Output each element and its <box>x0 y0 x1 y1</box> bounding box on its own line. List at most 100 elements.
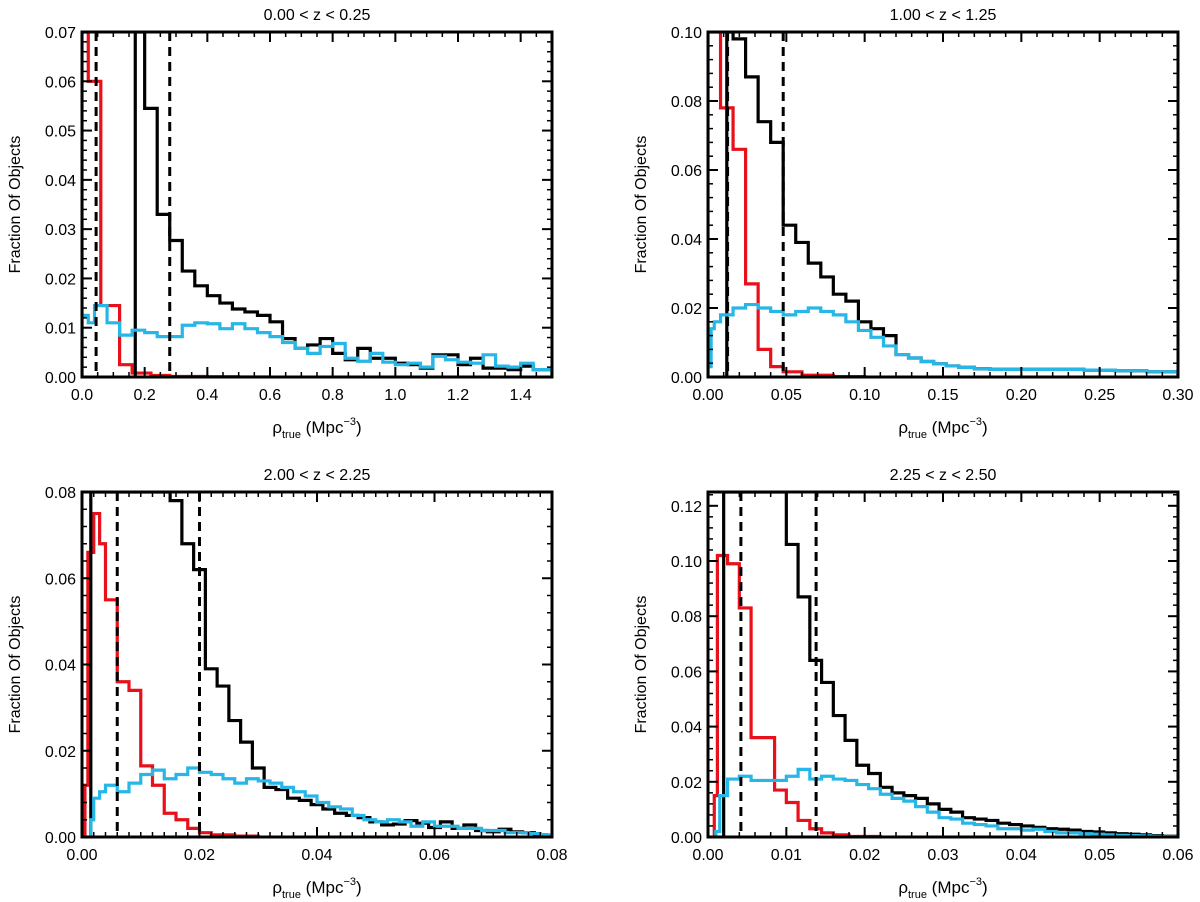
x-label-unit-close: ) <box>356 878 362 897</box>
panel-4: 0.00 0.01 0.02 0.03 0.04 0.05 0.06 0.00 0.02 0.04… <box>633 467 1194 901</box>
y-tick-label: 0.12 <box>671 499 702 516</box>
major-ticks <box>81 31 552 378</box>
x-label-subscript: true <box>908 889 927 901</box>
x-tick-label: 0.15 <box>927 387 958 404</box>
y-tick-label: 0.00 <box>45 370 76 387</box>
y-tick-label: 0.10 <box>671 25 702 42</box>
x-label-unit: (Mpc <box>301 878 344 897</box>
x-tick-label: 0.10 <box>849 387 880 404</box>
x-label-exponent: −3 <box>343 416 356 428</box>
x-label-exponent: −3 <box>969 416 982 428</box>
x-label-symbol: ρ <box>898 878 908 897</box>
x-tick-label: 1.2 <box>447 387 469 404</box>
y-tick-label: 0.06 <box>671 163 702 180</box>
x-axis-label: ρtrue (Mpc−3) <box>272 876 361 901</box>
histogram-red <box>83 511 260 837</box>
histogram-blue <box>82 303 552 377</box>
y-tick-label: 0.06 <box>45 74 76 91</box>
x-label-symbol: ρ <box>272 878 282 897</box>
x-tick-label: 0.00 <box>66 847 97 864</box>
panel-title: 2.00 < z < 2.25 <box>264 467 371 484</box>
y-tick-label: 0.01 <box>45 321 76 338</box>
y-tick-label: 0.02 <box>45 271 76 288</box>
y-tick-label: 0.00 <box>45 830 76 847</box>
histogram-blue <box>708 302 1178 377</box>
y-axis-label: Fraction Of Objects <box>7 596 24 734</box>
x-tick-label: 0.01 <box>771 847 802 864</box>
x-tick-label: 0.2 <box>134 387 156 404</box>
y-tick-label: 0.04 <box>671 720 702 737</box>
x-label-exponent: −3 <box>969 876 982 888</box>
x-label-subscript: true <box>282 429 301 441</box>
y-tick-label: 0.00 <box>671 830 702 847</box>
x-tick-label: 0.25 <box>1084 387 1115 404</box>
x-label-subscript: true <box>908 429 927 441</box>
x-label-exponent: −3 <box>343 876 356 888</box>
x-label-subscript: true <box>282 889 301 901</box>
y-tick-label: 0.10 <box>671 554 702 571</box>
y-tick-label: 0.00 <box>671 370 702 387</box>
y-tick-label: 0.02 <box>45 744 76 761</box>
x-tick-label: 0.05 <box>771 387 802 404</box>
y-tick-label: 0.04 <box>671 232 702 249</box>
x-tick-label: 0.02 <box>184 847 215 864</box>
x-tick-label: 0.20 <box>1006 387 1037 404</box>
major-ticks <box>81 491 553 838</box>
y-tick-label: 0.06 <box>671 664 702 681</box>
panel-1: 0.0 0.2 0.4 0.6 0.8 1.0 1.2 1.4 0.00 0.01 0.02 0.03… <box>7 7 554 441</box>
x-axis-label: ρtrue (Mpc−3) <box>898 876 987 901</box>
x-label-unit-close: ) <box>356 418 362 437</box>
y-axis-label: Fraction Of Objects <box>633 136 650 274</box>
x-label-unit: (Mpc <box>927 878 970 897</box>
y-tick-label: 0.05 <box>45 124 76 141</box>
x-tick-label: 0.04 <box>301 847 332 864</box>
x-axis-label: ρtrue (Mpc−3) <box>272 416 361 441</box>
y-tick-label: 0.08 <box>671 94 702 111</box>
x-tick-label: 1.0 <box>384 387 406 404</box>
histogram-blue <box>714 767 1178 837</box>
x-label-unit-close: ) <box>982 878 988 897</box>
histogram-red <box>708 32 867 377</box>
y-axis-label: Fraction Of Objects <box>633 596 650 734</box>
x-tick-label: 0.6 <box>259 387 281 404</box>
major-ticks <box>707 31 1179 378</box>
histogram-black <box>133 32 552 377</box>
panel-2: 0.00 0.05 0.10 0.15 0.20 0.25 0.30 0.00 0.02 0.04… <box>633 7 1194 441</box>
x-tick-label: 0.30 <box>1162 387 1193 404</box>
plot-area <box>708 32 1178 377</box>
panel-title: 1.00 < z < 1.25 <box>890 7 997 24</box>
x-tick-label: 0.04 <box>1006 847 1037 864</box>
y-tick-label: 0.04 <box>45 658 76 675</box>
x-tick-label: 0.0 <box>71 387 93 404</box>
panel-title: 0.00 < z < 0.25 <box>264 7 371 24</box>
x-tick-label: 0.00 <box>692 847 723 864</box>
y-tick-label: 0.02 <box>671 301 702 318</box>
x-label-symbol: ρ <box>272 418 282 437</box>
x-tick-label: 0.8 <box>322 387 344 404</box>
y-tick-label: 0.08 <box>45 485 76 502</box>
x-tick-label: 0.05 <box>1084 847 1115 864</box>
x-tick-label: 0.06 <box>419 847 450 864</box>
major-ticks <box>707 492 1179 838</box>
x-tick-label: 0.06 <box>1162 847 1193 864</box>
plot-area <box>83 492 552 837</box>
y-tick-label: 0.03 <box>45 222 76 239</box>
panel-title: 2.25 < z < 2.50 <box>890 467 997 484</box>
y-axis-label: Fraction Of Objects <box>7 136 24 274</box>
x-axis-label: ρtrue (Mpc−3) <box>898 416 987 441</box>
histogram-black <box>722 492 1178 837</box>
x-tick-label: 0.4 <box>196 387 218 404</box>
y-tick-label: 0.06 <box>45 571 76 588</box>
x-tick-label: 0.02 <box>849 847 880 864</box>
x-tick-label: 0.03 <box>927 847 958 864</box>
x-tick-label: 0.00 <box>692 387 723 404</box>
x-label-symbol: ρ <box>898 418 908 437</box>
x-label-unit: (Mpc <box>927 418 970 437</box>
y-tick-label: 0.02 <box>671 775 702 792</box>
x-tick-label: 1.4 <box>510 387 532 404</box>
y-tick-label: 0.04 <box>45 173 76 190</box>
y-tick-label: 0.07 <box>45 25 76 42</box>
y-tick-label: 0.08 <box>671 609 702 626</box>
